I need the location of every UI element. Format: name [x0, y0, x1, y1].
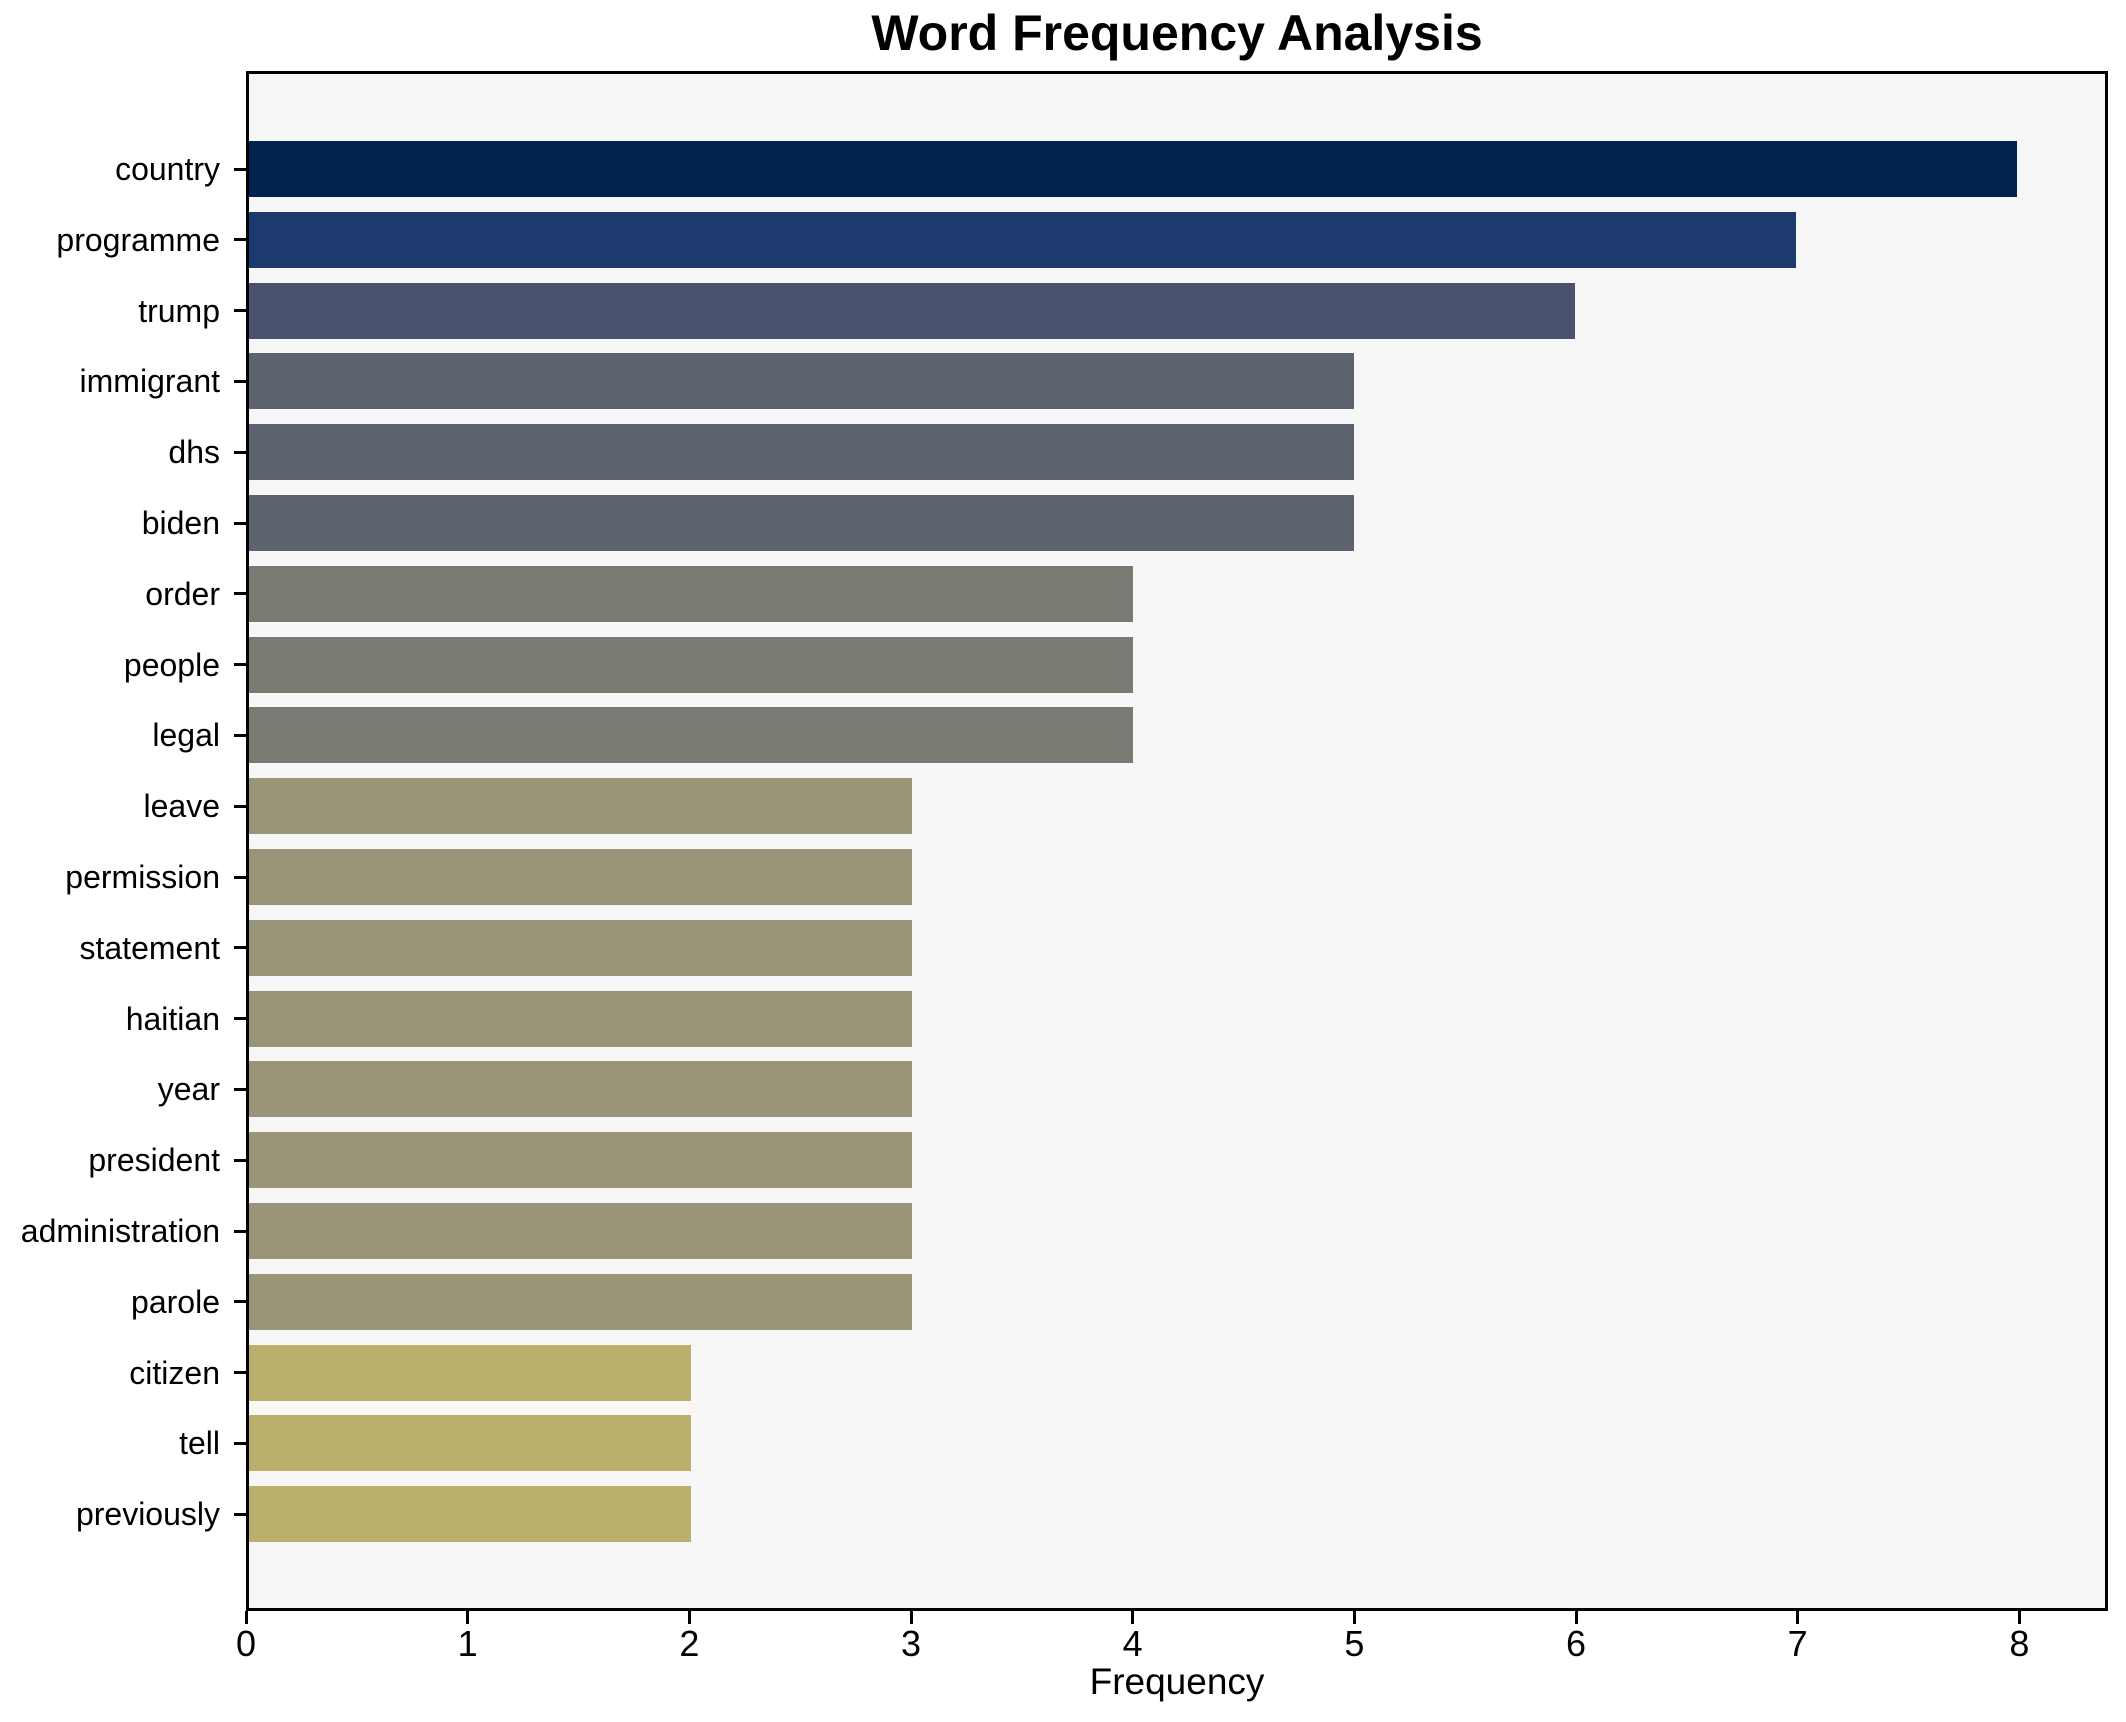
y-axis-label: tell [179, 1425, 220, 1462]
x-tick-mark [909, 1611, 913, 1624]
x-tick-label: 0 [235, 1623, 257, 1664]
x-tick-label: 2 [679, 1623, 700, 1664]
bar [249, 778, 912, 835]
y-tick-mark [234, 1300, 246, 1304]
y-tick-mark [234, 379, 246, 383]
y-tick-mark [234, 663, 246, 667]
y-axis-label: country [115, 151, 220, 187]
bar [249, 636, 1133, 693]
y-axis-label: year [157, 1071, 220, 1108]
y-axis-label: parole [131, 1283, 220, 1320]
bar [249, 919, 912, 976]
x-tick-label: 7 [1787, 1623, 1808, 1664]
x-tick-mark [1352, 1611, 1356, 1624]
x-tick-mark [1574, 1611, 1578, 1624]
x-tick-label: 8 [2009, 1623, 2030, 1664]
x-tick-label: 4 [1122, 1623, 1143, 1664]
y-tick-mark [234, 1087, 246, 1091]
bar [249, 1203, 912, 1259]
x-tick-label: 3 [900, 1623, 922, 1664]
bar [249, 1344, 691, 1401]
y-tick-mark [234, 946, 246, 950]
x-axis-title: Frequency [1089, 1661, 1265, 1702]
x-tick-label: 1 [457, 1623, 478, 1664]
x-tick-label: 6 [1565, 1623, 1587, 1664]
y-tick-mark [234, 450, 246, 454]
y-tick-mark [234, 804, 246, 808]
chart-title: Word Frequency Analysis [871, 5, 1483, 61]
bar [249, 707, 1133, 764]
y-axis-label: leave [143, 788, 221, 825]
y-axis-label: programme [56, 221, 220, 258]
y-axis-label: biden [141, 505, 220, 541]
bar [249, 495, 1354, 551]
y-tick-mark [234, 1158, 246, 1162]
x-tick-mark [2017, 1611, 2021, 1624]
bars-layer [249, 74, 2105, 1608]
y-tick-mark [234, 875, 246, 879]
y-tick-mark [234, 1371, 246, 1375]
bar [249, 424, 1354, 481]
y-tick-mark [234, 1229, 246, 1233]
y-tick-mark [234, 733, 246, 737]
y-tick-mark [234, 1017, 246, 1021]
y-axis-label: citizen [129, 1354, 220, 1391]
bar [249, 1273, 912, 1330]
bar [249, 1132, 912, 1189]
bar [249, 141, 2017, 197]
y-tick-mark [234, 1441, 246, 1445]
bar [249, 1486, 691, 1543]
x-tick-mark [687, 1611, 691, 1624]
x-tick-mark [1131, 1611, 1135, 1624]
y-tick-mark [234, 309, 246, 313]
y-axis-label: haitian [125, 1000, 220, 1037]
y-axis-label: statement [79, 929, 220, 966]
bar [249, 1415, 691, 1472]
bar [249, 282, 1575, 339]
y-tick-mark [234, 521, 246, 525]
y-axis-label: permission [65, 859, 220, 895]
x-tick-mark [244, 1611, 248, 1624]
y-axis-label: immigrant [79, 363, 220, 400]
y-tick-mark [234, 238, 246, 242]
y-axis-label: administration [20, 1213, 220, 1249]
bar [249, 849, 912, 905]
x-tick-mark [1796, 1611, 1800, 1624]
y-axis-label: order [145, 575, 220, 612]
y-axis-label: previously [75, 1496, 220, 1533]
bar [249, 211, 1796, 268]
y-tick-mark [234, 167, 246, 171]
x-tick-mark [466, 1611, 470, 1624]
y-axis-label: dhs [168, 434, 220, 471]
x-tick-label: 5 [1344, 1623, 1365, 1664]
bar [249, 990, 912, 1047]
y-axis-label: trump [138, 292, 220, 329]
bar [249, 353, 1354, 410]
y-axis-label: people [123, 646, 220, 683]
bar [249, 565, 1133, 622]
y-tick-mark [234, 1512, 246, 1516]
y-axis-label: president [88, 1142, 220, 1179]
bar [249, 1061, 912, 1118]
plot-area [246, 71, 2108, 1611]
y-tick-mark [234, 592, 246, 596]
y-axis-label: legal [152, 717, 220, 754]
